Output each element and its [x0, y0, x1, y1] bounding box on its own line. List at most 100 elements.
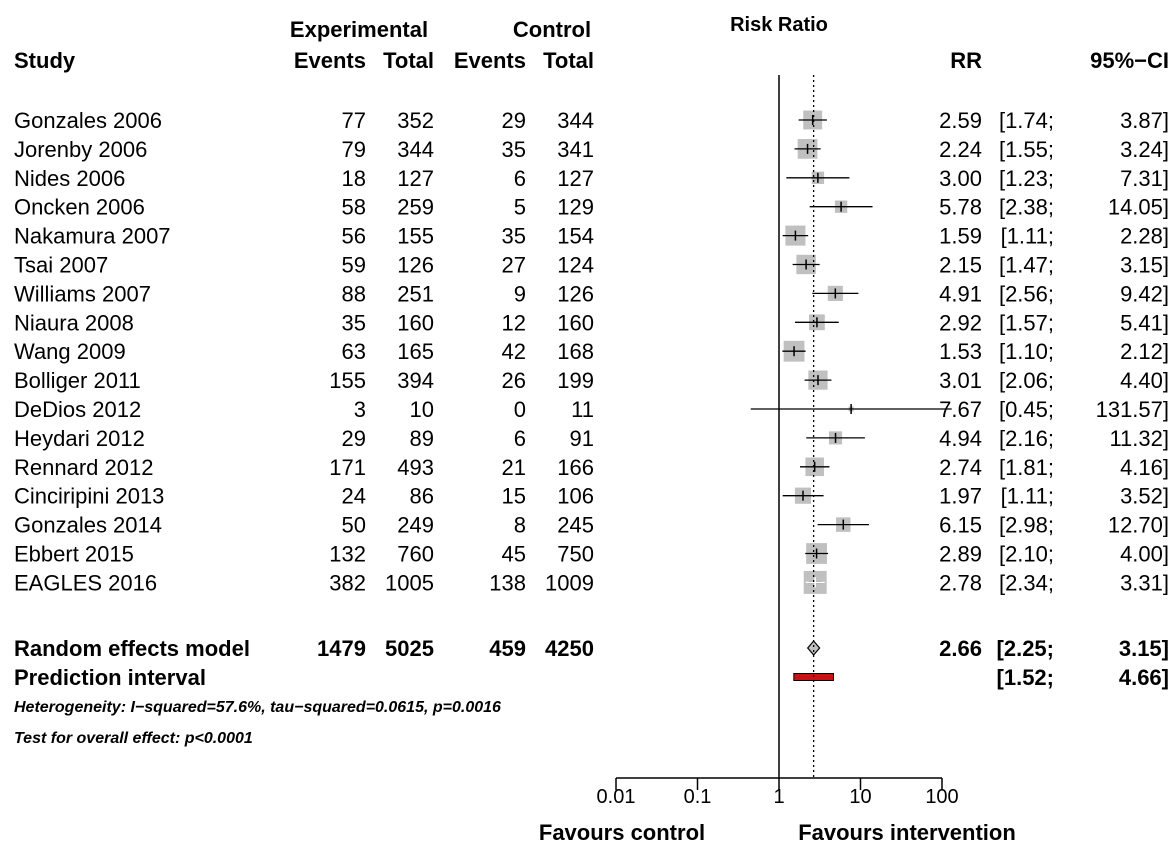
x-axis: 0.01 0.1 1 10 100 — [597, 75, 959, 808]
ctrl-total-cell: 160 — [557, 310, 594, 335]
exp-events-cell: 132 — [329, 542, 366, 567]
summary-name: Random effects model — [14, 636, 250, 661]
exp-events-cell: 29 — [342, 426, 366, 451]
summary-exp-events: 1479 — [317, 636, 366, 661]
plot-marks — [750, 110, 952, 681]
study-name: Ebbert 2015 — [14, 542, 134, 567]
ci-header: 95%−CI — [1090, 48, 1169, 73]
ctrl-events-cell: 27 — [502, 253, 526, 278]
ctrl-total-header: Total — [543, 48, 594, 73]
ctrl-total-cell: 1009 — [545, 570, 594, 595]
exp-total-cell: 259 — [397, 195, 434, 220]
rr-cell: 1.59 — [939, 224, 982, 249]
study-name: Williams 2007 — [14, 281, 151, 306]
rr-cell: 2.78 — [939, 570, 982, 595]
ctrl-events-cell: 6 — [514, 166, 526, 191]
study-name: Rennard 2012 — [14, 455, 153, 480]
study-name: Nides 2006 — [14, 166, 125, 191]
rr-cell: 4.94 — [939, 426, 982, 451]
ctrl-total-cell: 124 — [557, 253, 594, 278]
ctrl-events-cell: 12 — [502, 310, 526, 335]
favours-intervention-label: Favours intervention — [798, 820, 1016, 843]
ci-low-cell: [1.11; — [1001, 484, 1054, 509]
exp-total-cell: 89 — [410, 426, 434, 451]
ctrl-events-cell: 8 — [514, 513, 526, 538]
axis-tick-label: 1 — [773, 786, 784, 808]
rr-cell: 5.78 — [939, 195, 982, 220]
ctrl-total-cell: 344 — [557, 108, 594, 133]
rr-cell: 2.59 — [939, 108, 982, 133]
ctrl-events-cell: 35 — [502, 137, 526, 162]
exp-total-cell: 352 — [397, 108, 434, 133]
axis-tick-label: 100 — [925, 786, 958, 808]
axis-tick-label: 10 — [849, 786, 871, 808]
ctrl-total-cell: 126 — [557, 281, 594, 306]
ci-low-cell: [2.98; — [999, 513, 1054, 538]
exp-events-cell: 50 — [342, 513, 366, 538]
rr-cell: 3.00 — [939, 166, 982, 191]
rr-cell: 6.15 — [939, 513, 982, 538]
ci-high-cell: 2.12] — [1120, 339, 1169, 364]
ctrl-events-header: Events — [454, 48, 526, 73]
exp-total-cell: 127 — [397, 166, 434, 191]
ctrl-events-cell: 29 — [502, 108, 526, 133]
study-rows: Gonzales 2006 77 352 29 344 2.59 [1.74; 3.87] Jo… — [14, 108, 1169, 690]
study-header: Study — [14, 48, 76, 73]
exp-events-cell: 382 — [329, 570, 366, 595]
rr-cell: 2.24 — [939, 137, 982, 162]
study-name: EAGLES 2016 — [14, 570, 157, 595]
rr-cell: 2.89 — [939, 542, 982, 567]
exp-events-header: Events — [294, 48, 366, 73]
ctrl-events-cell: 21 — [502, 455, 526, 480]
ctrl-total-cell: 129 — [557, 195, 594, 220]
study-name: Bolliger 2011 — [14, 368, 141, 393]
ci-high-cell: 7.31] — [1120, 166, 1169, 191]
ci-high-cell: 5.41] — [1120, 310, 1169, 335]
ctrl-events-cell: 26 — [502, 368, 526, 393]
ctrl-total-cell: 341 — [557, 137, 594, 162]
exp-total-cell: 165 — [397, 339, 434, 364]
summary-ci-high: 3.15] — [1119, 636, 1169, 661]
summary-exp-total: 5025 — [385, 636, 434, 661]
ci-low-cell: [1.74; — [999, 108, 1054, 133]
rr-header: RR — [950, 48, 982, 73]
ci-high-cell: 3.87] — [1120, 108, 1169, 133]
ctrl-events-cell: 9 — [514, 281, 526, 306]
ci-low-cell: [1.81; — [999, 455, 1054, 480]
exp-events-cell: 171 — [329, 455, 366, 480]
study-name: Cinciripini 2013 — [14, 484, 164, 509]
favours-control-label: Favours control — [539, 820, 705, 843]
ci-low-cell: [0.45; — [999, 397, 1054, 422]
ci-low-cell: [1.10; — [999, 339, 1054, 364]
study-name: Nakamura 2007 — [14, 224, 171, 249]
study-name: Heydari 2012 — [14, 426, 145, 451]
ci-high-cell: 3.15] — [1120, 253, 1169, 278]
ci-low-cell: [2.10; — [999, 542, 1054, 567]
ctrl-total-cell: 750 — [557, 542, 594, 567]
ci-high-cell: 4.00] — [1120, 542, 1169, 567]
exp-events-cell: 24 — [342, 484, 366, 509]
exp-total-cell: 760 — [397, 542, 434, 567]
ctrl-events-cell: 0 — [514, 397, 526, 422]
ci-high-cell: 4.16] — [1120, 455, 1169, 480]
study-name: Gonzales 2006 — [14, 108, 162, 133]
exp-events-cell: 79 — [342, 137, 366, 162]
exp-events-cell: 155 — [329, 368, 366, 393]
ctrl-events-cell: 5 — [514, 195, 526, 220]
rr-cell: 1.97 — [939, 484, 982, 509]
rr-cell: 2.74 — [939, 455, 982, 480]
control-header: Control — [513, 17, 591, 42]
ctrl-total-cell: 11 — [571, 397, 594, 422]
plot-title: Risk Ratio — [730, 14, 828, 36]
exp-events-cell: 18 — [342, 166, 366, 191]
ctrl-total-cell: 199 — [557, 368, 594, 393]
ci-high-cell: 2.28] — [1120, 224, 1169, 249]
ctrl-total-cell: 245 — [557, 513, 594, 538]
ctrl-events-cell: 35 — [502, 224, 526, 249]
ci-low-cell: [2.16; — [999, 426, 1054, 451]
ci-low-cell: [2.38; — [999, 195, 1054, 220]
study-name: Niaura 2008 — [14, 310, 134, 335]
summary-ci-low: [2.25; — [997, 636, 1054, 661]
experimental-header: Experimental — [290, 17, 428, 42]
